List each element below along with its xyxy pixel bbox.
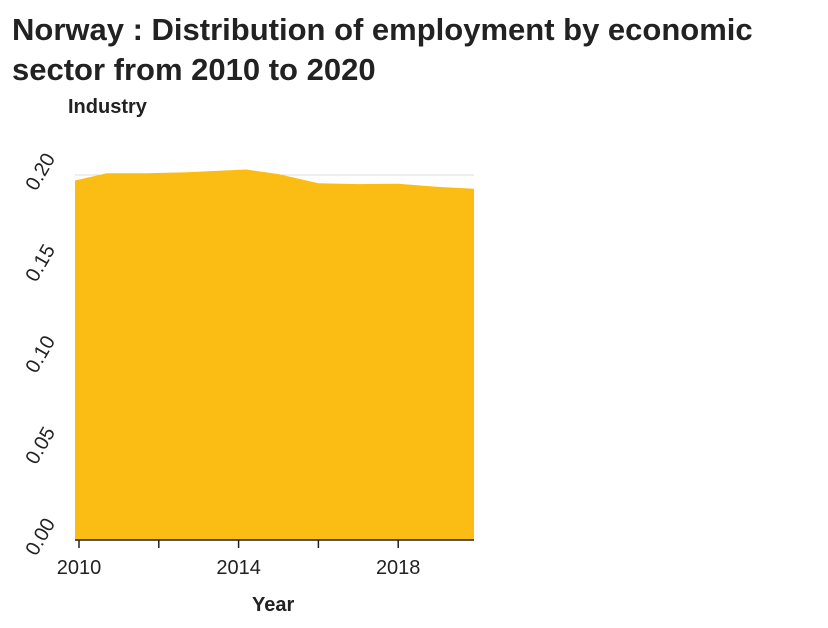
y-tick-label: 0.15 bbox=[22, 241, 61, 286]
x-tick-label: 2010 bbox=[57, 557, 102, 579]
y-tick-label: 0.20 bbox=[22, 150, 61, 195]
y-tick-label: 0.10 bbox=[22, 332, 61, 377]
chart-title: Norway : Distribution of employment by e… bbox=[12, 12, 753, 87]
x-tick-label: 2014 bbox=[216, 557, 261, 579]
y-tick-label: 0.05 bbox=[22, 423, 61, 468]
y-axis-label: Industry bbox=[68, 96, 147, 118]
x-tick-label: 2018 bbox=[376, 557, 421, 579]
area-series bbox=[75, 169, 474, 540]
x-axis-label: Year bbox=[252, 594, 295, 616]
y-tick-label: 0.00 bbox=[22, 515, 61, 560]
